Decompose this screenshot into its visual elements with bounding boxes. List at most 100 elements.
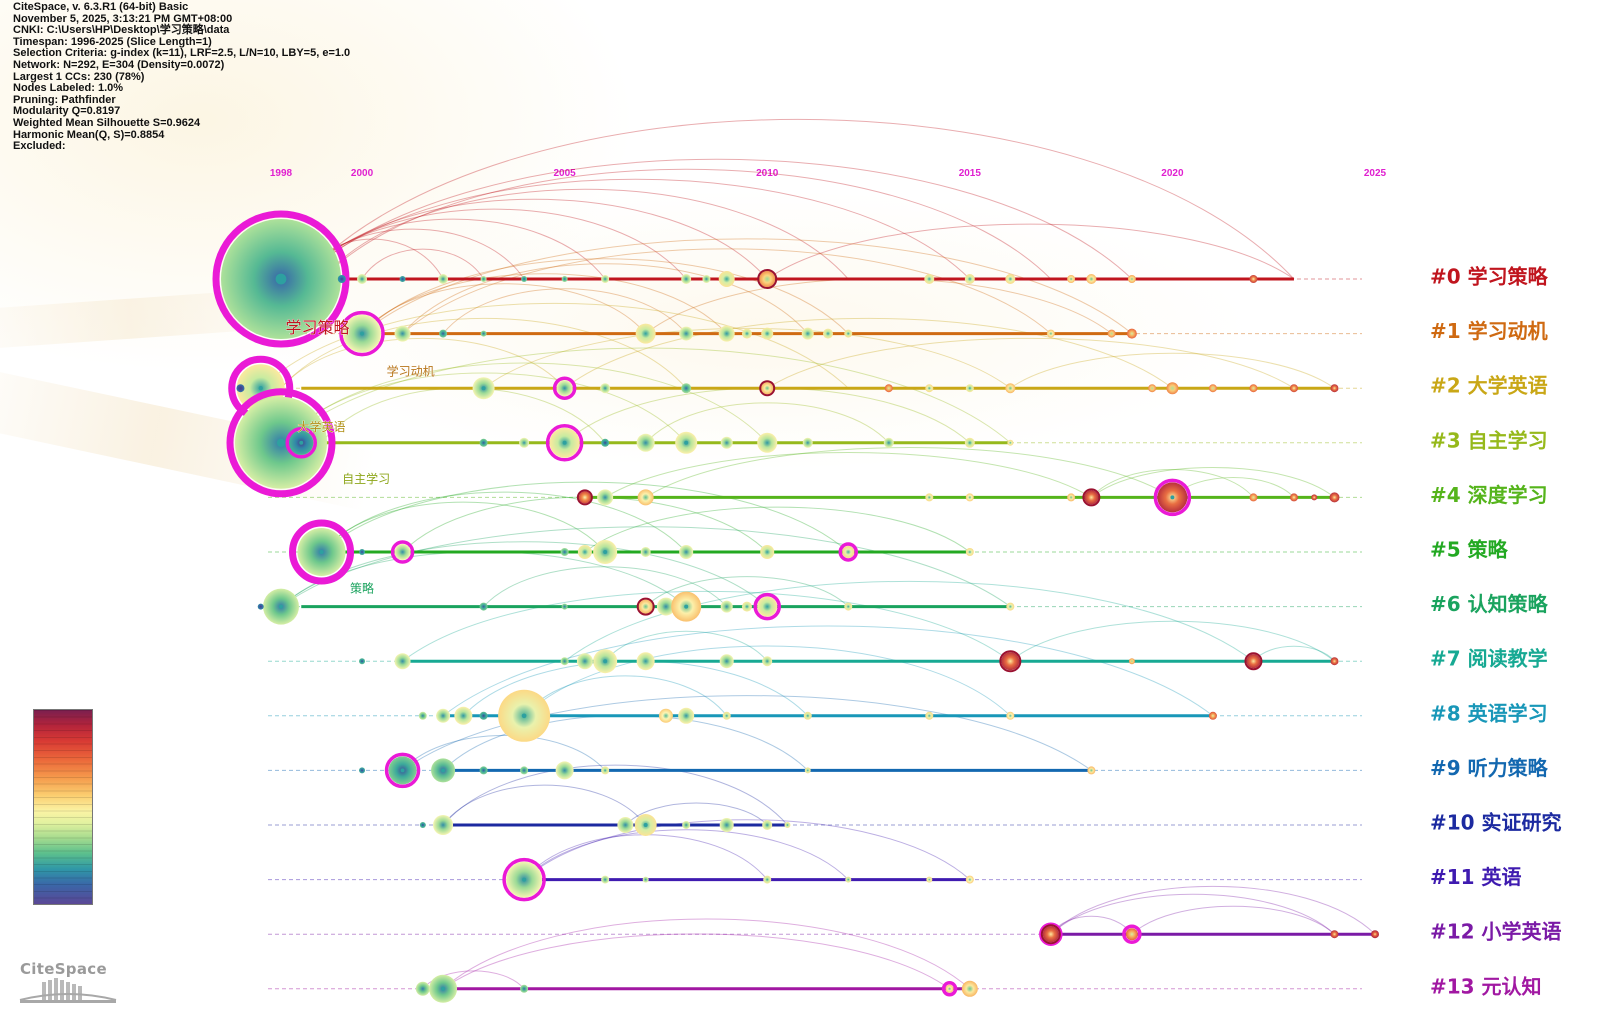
cluster-node[interactable] (601, 275, 610, 283)
cluster-node[interactable] (925, 384, 934, 393)
cluster-node[interactable] (394, 544, 411, 560)
cluster-node[interactable] (1249, 275, 1258, 283)
cluster-node[interactable] (454, 706, 473, 725)
cluster-node[interactable] (1067, 275, 1076, 283)
cluster-node[interactable] (480, 276, 487, 282)
cluster-node[interactable] (801, 327, 814, 340)
cluster-node[interactable] (761, 327, 774, 340)
cluster-node[interactable] (842, 546, 855, 558)
cluster-node[interactable] (883, 437, 894, 448)
cluster-node[interactable] (1128, 658, 1135, 665)
cluster-node[interactable] (1086, 274, 1097, 284)
cluster-node[interactable] (965, 493, 974, 502)
cluster-node[interactable] (479, 602, 488, 611)
cluster-node[interactable] (741, 328, 752, 339)
cluster-node[interactable] (1166, 382, 1179, 395)
cluster-node[interactable] (760, 545, 775, 559)
cluster-node[interactable] (561, 603, 568, 610)
cluster-node[interactable] (844, 329, 853, 338)
cluster-node[interactable] (1371, 930, 1379, 939)
cluster-node[interactable] (1330, 930, 1339, 939)
cluster-node[interactable] (1311, 494, 1318, 501)
cluster-node[interactable] (638, 599, 653, 614)
cluster-node[interactable] (925, 711, 934, 720)
cluster-node[interactable] (600, 383, 611, 394)
cluster-node[interactable] (433, 815, 454, 835)
cluster-node[interactable] (1249, 493, 1258, 502)
cluster-node[interactable] (784, 822, 791, 828)
cluster-node[interactable] (945, 984, 954, 993)
cluster-node[interactable] (679, 545, 694, 559)
cluster-node[interactable] (965, 384, 974, 393)
cluster-node[interactable] (741, 601, 752, 612)
cluster-node[interactable] (642, 876, 649, 883)
cluster-node[interactable] (479, 711, 488, 720)
cluster-node[interactable] (961, 980, 978, 997)
cluster-node[interactable] (1126, 328, 1137, 339)
cluster-node[interactable] (359, 549, 366, 555)
cluster-node[interactable] (1208, 711, 1217, 720)
cluster-node[interactable] (1330, 384, 1339, 393)
cluster-node[interactable] (576, 653, 593, 670)
cluster-node[interactable] (601, 438, 610, 447)
cluster-node[interactable] (720, 600, 733, 613)
cluster-node[interactable] (965, 548, 974, 556)
cluster-node[interactable] (359, 767, 366, 774)
cluster-node[interactable] (617, 817, 634, 833)
cluster-node[interactable] (761, 382, 774, 395)
cluster-node[interactable] (394, 325, 411, 342)
cluster-node[interactable] (394, 653, 411, 670)
cluster-node[interactable] (636, 433, 655, 452)
cluster-node[interactable] (521, 276, 528, 282)
cluster-node[interactable] (479, 766, 488, 775)
cluster-node[interactable] (1006, 602, 1015, 611)
cluster-node[interactable] (480, 330, 487, 337)
cluster-node[interactable] (578, 491, 591, 504)
cluster-node[interactable] (1208, 384, 1217, 393)
cluster-node[interactable] (236, 384, 245, 393)
cluster-node[interactable] (1246, 654, 1261, 669)
cluster-node[interactable] (555, 761, 574, 780)
cluster-node[interactable] (640, 547, 651, 557)
cluster-node[interactable] (1289, 493, 1298, 502)
cluster-node[interactable] (757, 596, 778, 617)
cluster-node[interactable] (656, 597, 675, 616)
cluster-nodes[interactable] (212, 210, 1379, 1003)
cluster-node[interactable] (637, 489, 654, 506)
cluster-node[interactable] (257, 603, 264, 610)
cluster-node[interactable] (359, 658, 366, 665)
cluster-node[interactable] (720, 436, 733, 449)
cluster-node[interactable] (678, 707, 695, 724)
cluster-node[interactable] (439, 329, 448, 338)
cluster-node[interactable] (702, 275, 711, 283)
cluster-node[interactable] (718, 271, 735, 287)
cluster-node[interactable] (519, 437, 530, 448)
cluster-node[interactable] (357, 274, 368, 284)
cluster-node[interactable] (1001, 652, 1020, 671)
cluster-node[interactable] (1046, 329, 1055, 338)
cluster-node[interactable] (1330, 657, 1339, 666)
cluster-node[interactable] (1087, 766, 1096, 775)
cluster-node[interactable] (1067, 493, 1076, 502)
cluster-node[interactable] (560, 548, 569, 556)
cluster-node[interactable] (964, 437, 975, 448)
cluster-node[interactable] (658, 708, 673, 723)
cluster-node[interactable] (803, 711, 812, 720)
cluster-node[interactable] (399, 276, 406, 282)
cluster-node[interactable] (682, 821, 691, 829)
cluster-node[interactable] (964, 274, 975, 284)
cluster-node[interactable] (520, 766, 529, 775)
cluster-node[interactable] (762, 820, 773, 830)
cluster-node[interactable] (823, 328, 833, 339)
cluster-node[interactable] (1107, 329, 1116, 338)
cluster-node[interactable] (1249, 384, 1258, 393)
cluster-node[interactable] (722, 711, 731, 720)
cluster-node[interactable] (1007, 439, 1014, 446)
cluster-node[interactable] (681, 383, 692, 394)
cluster-node[interactable] (925, 493, 934, 502)
cluster-node[interactable] (556, 380, 573, 397)
cluster-node[interactable] (601, 875, 610, 884)
cluster-node[interactable] (965, 875, 974, 884)
cluster-node[interactable] (601, 766, 610, 775)
